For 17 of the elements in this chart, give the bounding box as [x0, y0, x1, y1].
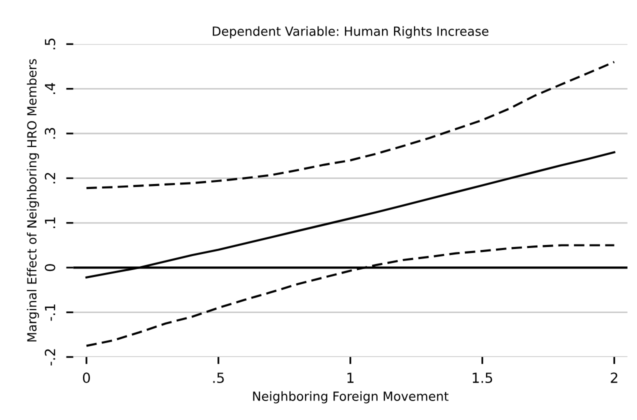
- y-tick-label: -.1: [44, 304, 56, 321]
- x-tick-label: 0: [82, 372, 90, 384]
- y-tick-label: .3: [44, 128, 56, 139]
- y-axis-title: Marginal Effect of Neighboring HRO Members: [26, 59, 39, 342]
- x-axis-title: Neighboring Foreign Movement: [253, 391, 448, 404]
- y-tick-label: -.2: [44, 349, 56, 366]
- x-tick-label: 1.5: [472, 372, 492, 384]
- y-tick-label: 0: [44, 264, 56, 272]
- x-tick-label: 2: [610, 372, 618, 383]
- y-tick-label: .5: [44, 38, 56, 50]
- x-tick-label: 1: [347, 372, 354, 383]
- y-tick-label: .4: [44, 82, 56, 94]
- y-tick-label: .2: [44, 172, 56, 184]
- chart-title: Dependent Variable: Human Rights Increase: [212, 26, 488, 38]
- line-series: [85, 60, 616, 190]
- y-tick-label: .1: [44, 218, 56, 228]
- x-tick-label: .5: [213, 372, 224, 384]
